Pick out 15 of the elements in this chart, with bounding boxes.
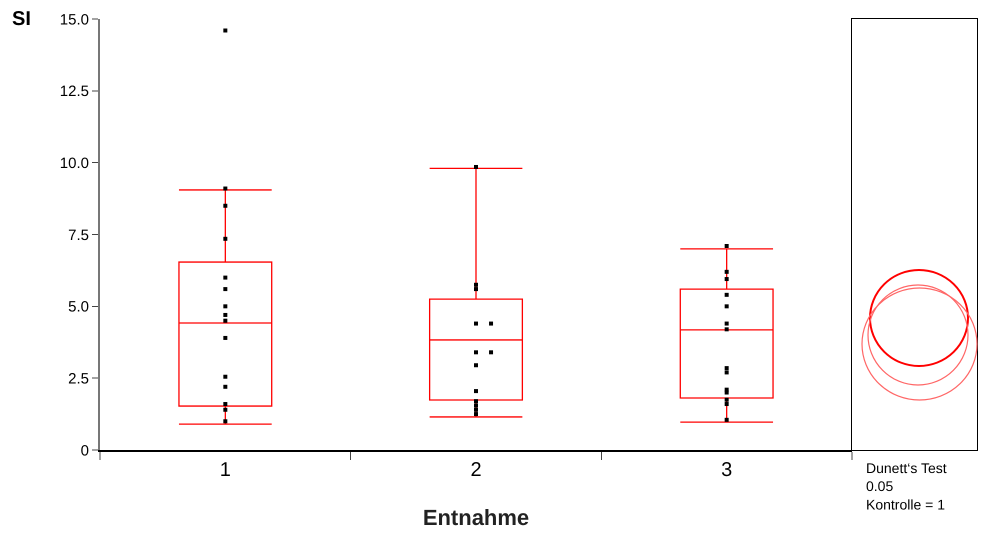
x-tick-label: 3: [721, 458, 732, 481]
text: Dunett‘s Test: [866, 460, 947, 476]
x-tick-label: 1: [220, 458, 231, 481]
y-tick-label: 0: [80, 442, 89, 460]
y-tick-label: 2.5: [68, 370, 89, 388]
text: 0.05: [866, 478, 894, 494]
x-tick-label: 2: [470, 458, 482, 481]
y-tick-label: 12.5: [60, 83, 89, 100]
y-tick-label: 5.0: [68, 298, 89, 316]
y-tick-label: 7.5: [68, 226, 89, 244]
y-axis-title: SI: [12, 8, 31, 30]
x-axis-title: Entnahme: [422, 505, 530, 530]
y-tick-label: 10.0: [60, 154, 89, 172]
text: Kontrolle = 1: [866, 496, 946, 512]
y-tick-label: 15.0: [60, 11, 89, 28]
